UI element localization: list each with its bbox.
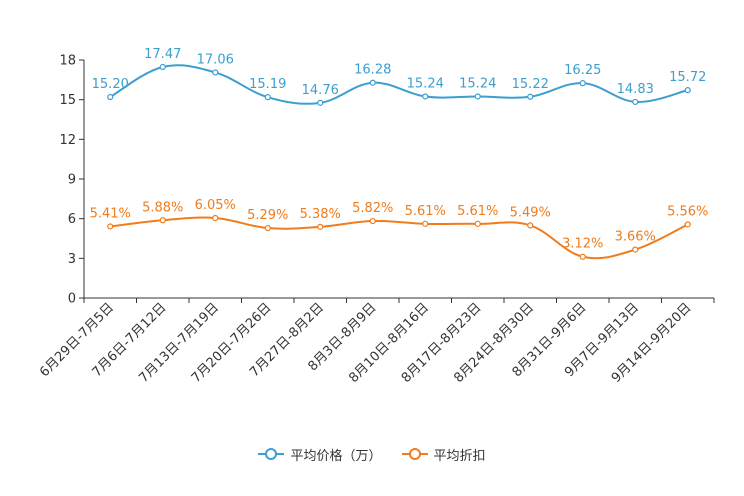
data-point — [317, 99, 324, 106]
data-label: 15.22 — [512, 77, 549, 92]
series-0: 15.20 17.47 17.06 15.19 14.76 16.28 15.24 15.24… — [92, 47, 706, 106]
data-point — [212, 214, 219, 222]
data-label: 5.82% — [352, 201, 393, 216]
data-label: 5.38% — [300, 207, 341, 222]
chart-svg: 0 3 6 9 12 15 18 6月29日-7月5日7月6日-7月12日7月13日-7月1… — [37, 47, 715, 386]
data-point — [579, 253, 586, 260]
legend-swatch-discount — [401, 448, 428, 460]
data-label: 6.05% — [195, 198, 236, 213]
series-line — [109, 64, 688, 105]
data-point — [369, 217, 376, 225]
data-label: 17.06 — [197, 52, 234, 67]
series-1: 5.41% 5.88% 6.05% 5.29% 5.38% 5.82% 5.61% 5.61%… — [90, 198, 708, 260]
data-point — [422, 220, 429, 227]
data-point — [527, 222, 534, 229]
data-point — [579, 80, 586, 87]
data-label: 5.56% — [667, 204, 708, 219]
data-point — [159, 217, 166, 224]
data-point — [369, 79, 376, 86]
data-label: 5.49% — [510, 205, 551, 220]
data-point — [474, 220, 481, 227]
legend-item-price[interactable]: 平均价格（万） — [258, 445, 382, 464]
data-point — [264, 94, 271, 101]
y-tick-label: 15 — [59, 93, 76, 108]
data-point — [317, 223, 324, 230]
data-point — [684, 87, 691, 94]
data-label: 16.28 — [354, 63, 391, 78]
data-label: 5.29% — [247, 208, 288, 223]
data-point — [422, 93, 429, 100]
legend-label-discount: 平均折扣 — [433, 448, 486, 464]
data-point — [527, 93, 534, 100]
data-label: 3.12% — [562, 237, 603, 252]
y-tick-label: 3 — [68, 252, 76, 267]
legend-swatch-price — [258, 448, 285, 460]
data-label: 3.66% — [615, 230, 656, 245]
x-axis: 6月29日-7月5日7月6日-7月12日7月13日-7月19日7月20日-7月2… — [37, 297, 715, 386]
series-layer: 15.20 17.47 17.06 15.19 14.76 16.28 15.24 15.24… — [90, 47, 708, 260]
data-point — [264, 224, 271, 232]
chart-legend: 平均价格（万） 平均折扣 — [0, 442, 744, 466]
data-point — [159, 63, 166, 71]
data-label: 17.47 — [144, 47, 181, 62]
y-tick-label: 9 — [68, 173, 76, 188]
data-point — [107, 93, 114, 101]
data-label: 15.72 — [669, 70, 706, 85]
data-point — [632, 246, 639, 253]
data-point — [684, 221, 691, 228]
data-label: 15.24 — [407, 76, 444, 91]
legend-label-price: 平均价格（万） — [290, 448, 382, 464]
series-line — [110, 216, 689, 260]
y-axis: 0 3 6 9 12 15 18 — [59, 54, 85, 307]
y-tick-label: 0 — [68, 292, 76, 307]
data-label: 16.25 — [564, 63, 601, 78]
y-tick-label: 18 — [59, 54, 76, 69]
data-label: 14.76 — [302, 83, 339, 98]
data-label: 15.19 — [249, 77, 286, 92]
data-label: 5.88% — [142, 200, 183, 215]
data-label: 5.41% — [90, 206, 131, 221]
data-label: 14.83 — [617, 82, 654, 97]
data-label: 5.61% — [405, 204, 446, 219]
data-point — [632, 98, 639, 106]
legend-item-discount[interactable]: 平均折扣 — [401, 445, 486, 464]
data-point — [212, 69, 219, 76]
data-label: 5.61% — [457, 204, 498, 219]
y-tick-label: 12 — [59, 133, 76, 148]
data-point — [107, 223, 114, 230]
y-tick-label: 6 — [68, 212, 76, 227]
data-label: 15.20 — [92, 77, 129, 92]
data-point — [474, 93, 481, 100]
data-label: 15.24 — [459, 76, 496, 91]
